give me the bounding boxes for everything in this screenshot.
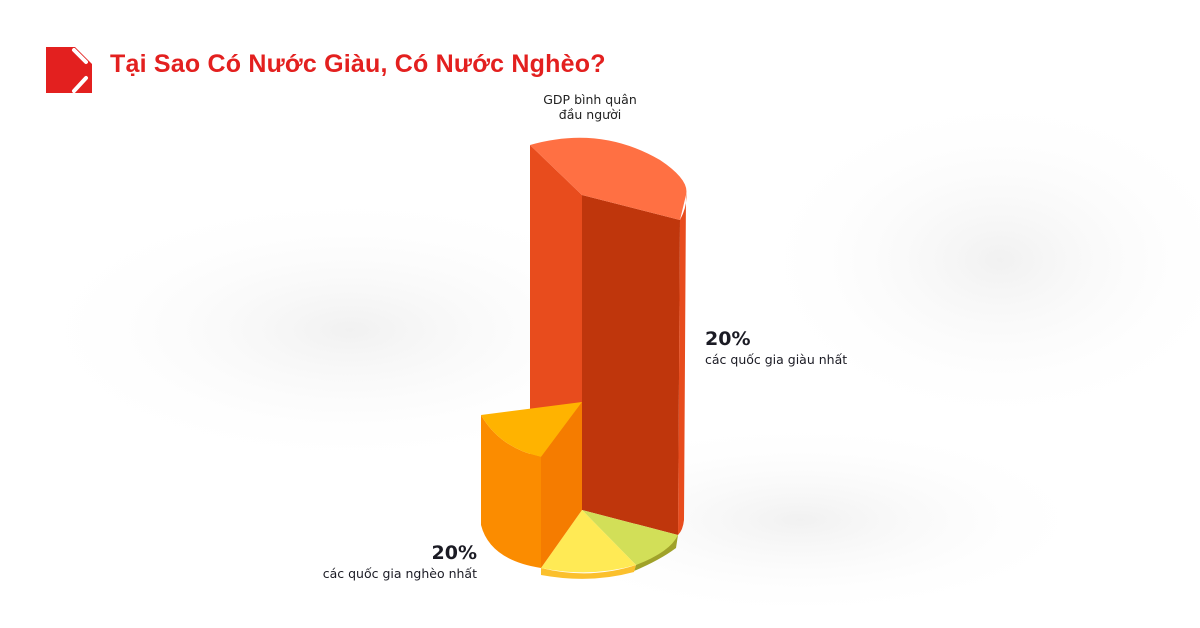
gdp-line-2: đầu người [558, 107, 622, 122]
slice-tall-inner-face [582, 195, 680, 535]
richest-label: 20% các quốc gia giàu nhất [705, 328, 847, 367]
slice-orange-outer-face [481, 415, 541, 568]
slice-tall-outer-face [678, 192, 687, 535]
richest-text: các quốc gia giàu nhất [705, 352, 848, 367]
slice-yellow-side [541, 565, 636, 579]
slice-orange-inner-face [541, 402, 582, 568]
page-title: Tại Sao Có Nước Giàu, Có Nước Nghèo? [110, 50, 606, 78]
brand-logo [46, 47, 92, 93]
slice-green-top [582, 510, 678, 565]
slice-orange-top [481, 402, 582, 457]
poorest-label: 20% các quốc gia nghèo nhất [320, 542, 477, 581]
poorest-percent: 20% [431, 542, 477, 564]
slice-yellow-top [541, 510, 636, 573]
gdp-annotation: GDP bình quân đầu người [520, 92, 660, 122]
poorest-text: các quốc gia nghèo nhất [322, 566, 477, 581]
gdp-line-1: GDP bình quân [543, 92, 637, 107]
slice-tall-top [530, 137, 687, 220]
richest-percent: 20% [705, 328, 751, 350]
